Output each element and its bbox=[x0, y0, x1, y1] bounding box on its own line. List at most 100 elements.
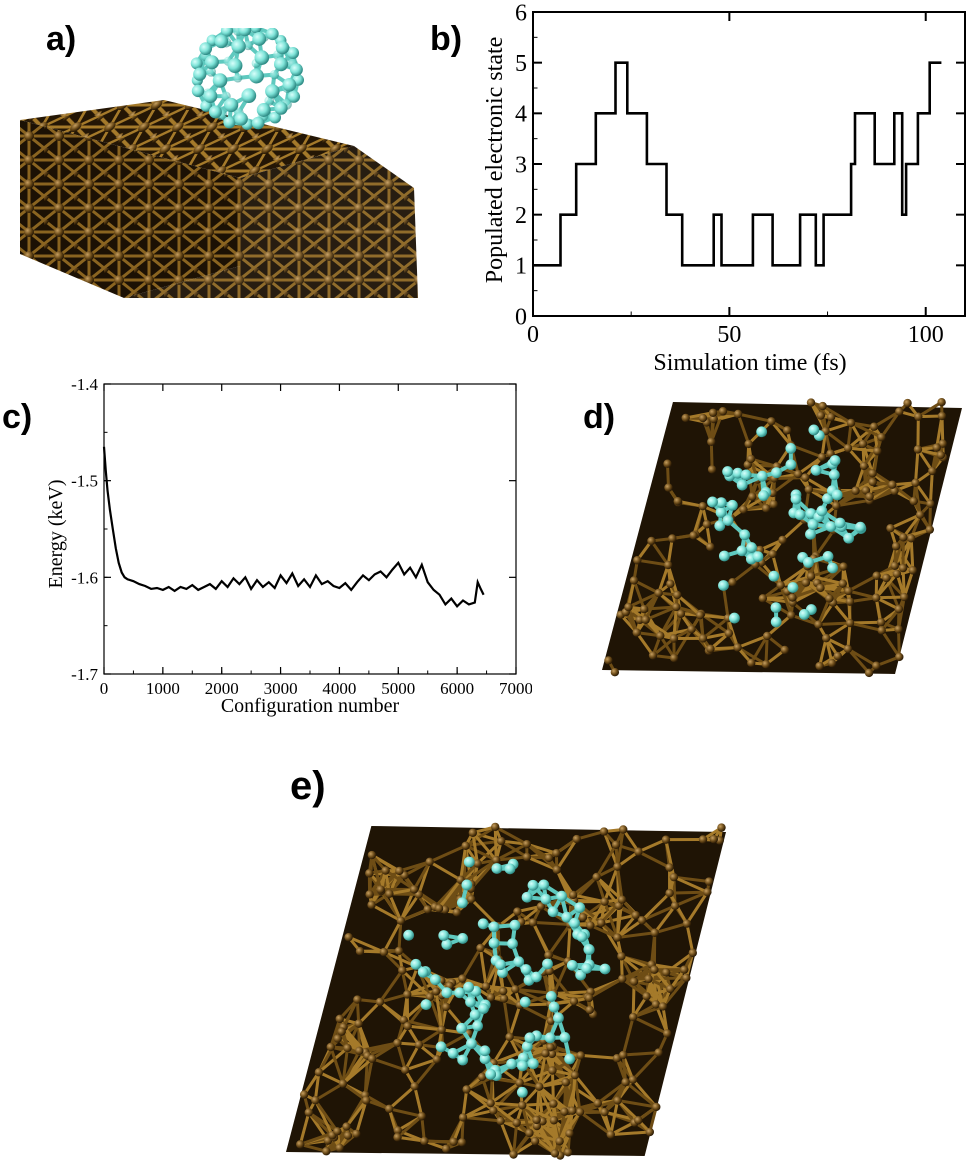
e-metal-atom bbox=[394, 946, 404, 956]
e-metal-atom bbox=[568, 1106, 577, 1115]
e-metal-bond bbox=[345, 1099, 368, 1128]
e-metal-bond bbox=[317, 1046, 349, 1074]
d-metal-atom bbox=[926, 499, 935, 509]
d-metal-atom bbox=[818, 401, 827, 411]
d-metal-atom bbox=[663, 459, 672, 468]
fullerene-atom bbox=[214, 34, 229, 49]
d-metal-bond bbox=[875, 572, 899, 599]
d-metal-bond bbox=[750, 457, 778, 468]
e-metal-atom bbox=[365, 869, 374, 878]
e-metal-bond bbox=[495, 842, 528, 862]
e-metal-atom bbox=[498, 986, 508, 996]
d-metal-bond bbox=[814, 529, 835, 557]
e-metal-bond bbox=[465, 1088, 492, 1105]
d-metal-atom bbox=[706, 644, 715, 654]
e-metal-atom bbox=[552, 848, 561, 858]
d-metal-atom bbox=[846, 418, 856, 428]
e-metal-bond bbox=[354, 1099, 368, 1135]
e-metal-bond bbox=[637, 838, 667, 854]
d-metal-atom bbox=[845, 618, 855, 628]
d-metal-atom bbox=[806, 572, 816, 581]
e-metal-bond bbox=[599, 922, 623, 958]
e-metal-atom bbox=[398, 966, 407, 975]
d-metal-atom bbox=[815, 661, 824, 671]
e-adsorbate-atom bbox=[429, 974, 441, 986]
e-metal-atom bbox=[499, 994, 509, 1003]
e-metal-atom bbox=[613, 862, 622, 871]
e-metal-atom bbox=[600, 1107, 609, 1117]
e-metal-atom bbox=[525, 1128, 534, 1138]
d-metal-atom bbox=[733, 409, 743, 419]
e-metal-atom bbox=[597, 918, 606, 928]
e-metal-atom bbox=[565, 1129, 574, 1138]
e-metal-bond bbox=[558, 1110, 574, 1142]
d-metal-bond bbox=[928, 503, 932, 530]
e-adsorbate-atom bbox=[504, 863, 516, 875]
e-metal-bond bbox=[552, 960, 570, 995]
d-metal-bond bbox=[652, 637, 675, 657]
e-metal-atom bbox=[509, 1150, 518, 1159]
e-metal-atom bbox=[552, 865, 562, 874]
e-metal-bond bbox=[428, 860, 462, 882]
chart-c-ytick-label: -1.7 bbox=[71, 665, 98, 684]
d-metal-atom bbox=[868, 477, 877, 487]
e-metal-bond bbox=[379, 992, 408, 1004]
d-metal-bond bbox=[710, 645, 738, 651]
d-metal-atom bbox=[873, 446, 882, 456]
e-metal-bond bbox=[603, 866, 619, 903]
d-metal-bond bbox=[847, 446, 878, 453]
d-metal-atom bbox=[864, 668, 874, 678]
d-metal-bond bbox=[779, 565, 809, 587]
d-adsorbate-atom bbox=[722, 466, 734, 477]
d-metal-atom bbox=[932, 443, 941, 452]
d-metal-atom bbox=[832, 501, 841, 510]
fullerene-atom bbox=[266, 28, 279, 41]
e-metal-atom bbox=[462, 1085, 471, 1094]
d-metal-atom bbox=[861, 486, 871, 495]
e-metal-bond bbox=[508, 1004, 522, 1038]
e-metal-bond bbox=[595, 876, 607, 903]
d-adsorbate-atom bbox=[756, 470, 768, 482]
fullerene-atom bbox=[282, 78, 297, 92]
d-metal-bond bbox=[737, 412, 772, 423]
fullerene-atom bbox=[269, 111, 282, 124]
d-adsorbate-atom bbox=[740, 469, 752, 481]
e-metal-atom bbox=[618, 974, 627, 984]
e-metal-atom bbox=[513, 907, 522, 916]
d-metal-atom bbox=[925, 525, 935, 534]
e-adsorbate-atom bbox=[513, 956, 525, 968]
chart-b-frame bbox=[532, 11, 966, 317]
fullerene-atom bbox=[224, 97, 239, 113]
d-adsorbate-atom bbox=[810, 464, 822, 476]
fullerene-atom bbox=[275, 40, 290, 55]
d-adsorbate-atom bbox=[770, 616, 782, 628]
chart-b-ytick-label: 5 bbox=[515, 51, 527, 77]
d-adsorbate-atom bbox=[707, 496, 718, 508]
d-metal-atom bbox=[733, 643, 742, 652]
d-adsorbate-atom bbox=[834, 517, 846, 529]
e-metal-bond bbox=[418, 1028, 443, 1046]
d-metal-atom bbox=[654, 588, 663, 598]
d-metal-atom bbox=[673, 497, 682, 506]
e-metal-bond bbox=[492, 1036, 511, 1064]
d-metal-atom bbox=[843, 644, 853, 654]
chart-c-ytick-label: -1.6 bbox=[71, 568, 98, 587]
e-metal-bond bbox=[403, 1043, 421, 1071]
e-metal-bond bbox=[621, 1016, 635, 1056]
d-metal-atom bbox=[839, 562, 848, 571]
d-metal-bond bbox=[632, 579, 646, 610]
e-adsorbate-atom bbox=[491, 863, 503, 874]
d-metal-atom bbox=[744, 439, 753, 449]
e-adsorbate-atom bbox=[548, 1001, 560, 1013]
e-metal-atom bbox=[296, 1140, 305, 1149]
e-metal-atom bbox=[669, 872, 679, 882]
e-metal-bond bbox=[429, 844, 467, 864]
e-metal-bond bbox=[461, 947, 482, 980]
d-metal-bond bbox=[846, 622, 852, 650]
d-adsorbate-atom bbox=[787, 582, 799, 593]
d-adsorbate-atom bbox=[715, 507, 727, 518]
e-metal-atom bbox=[461, 841, 470, 850]
e-metal-bond bbox=[371, 1057, 406, 1072]
e-metal-bond bbox=[424, 1139, 454, 1144]
e-metal-bond bbox=[621, 828, 640, 853]
